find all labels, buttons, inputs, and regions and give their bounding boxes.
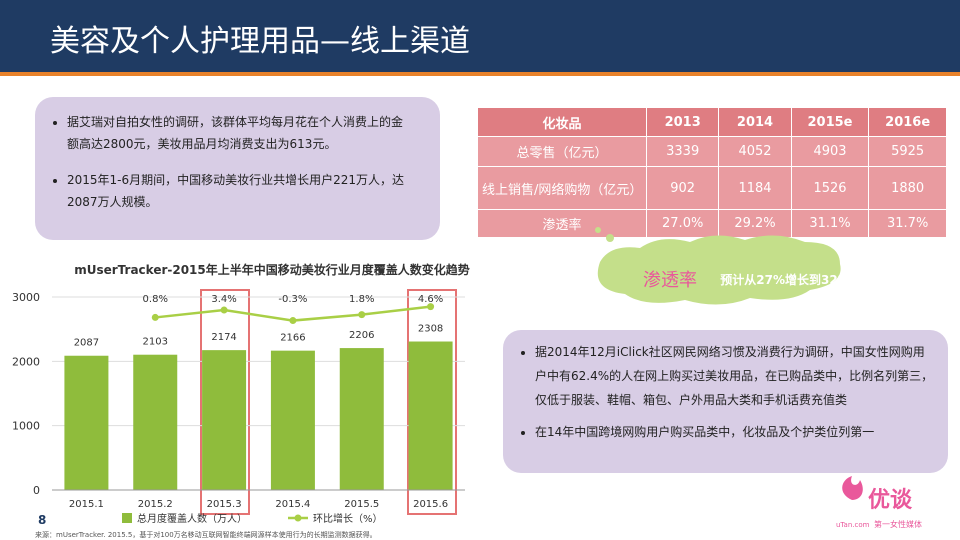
logo-slogan: 第一女性媒体 [874,519,922,529]
bar [408,341,453,490]
highlight [200,289,250,515]
cloud-text: 预计从27%增长到32% [720,272,849,287]
bullet: 据艾瑞对自拍女性的调研，该群体平均每月花在个人消费上的金额高达2800元，美妆用… [67,111,410,155]
x-tick-label: 2015.4 [275,499,310,510]
legend-swatch [122,513,132,523]
x-tick-label: 2015.2 [138,499,173,510]
x-tick-label: 2015.5 [344,499,379,510]
value-label: 4.6% [418,294,443,305]
cell: 线上销售/网络购物（亿元） [477,166,647,210]
legend-swatch [294,514,302,522]
value-label: 2166 [280,333,305,344]
highlight [407,289,457,515]
logo-icon [842,476,863,500]
cloud-dot [595,227,601,233]
legend-label: 总月度覆盖人数（万人） [137,512,247,525]
page-number: 8 [38,513,46,527]
header-cell: 2015e [790,107,870,137]
bar [202,350,247,490]
line-point [358,311,366,319]
cell: 1526 [790,166,870,210]
chart-title: mUserTracker-2015年上半年中国移动美妆行业月度覆盖人数变化趋势 [74,262,470,277]
title: 美容及个人护理用品—线上渠道 [50,24,470,59]
bullet: 2015年1-6月期间，中国移动美妆行业共增长用户221万人，达2087万人规模… [67,169,410,213]
bullet: 据2014年12月iClick社区网民网络习惯及消费行为调研，中国女性网购用户中… [535,340,934,412]
header: 美容及个人护理用品—线上渠道 [0,0,960,76]
cell: 902 [645,166,720,210]
y-tick-label: 1000 [12,420,40,433]
bullet: 在14年中国跨境网购用户购买品类中，化妆品及个护类位列第一 [535,420,934,444]
logo-name: 优谈 [868,487,913,513]
value-label: -0.3% [278,294,307,305]
value-label: 1.8% [349,294,374,305]
line-point [427,303,435,311]
logo-domain: uTan.com [836,521,870,529]
cloud [597,235,841,305]
cell: 4052 [718,136,792,167]
cloud-dot [606,234,614,242]
bar [64,355,109,490]
cell: 5925 [868,136,947,167]
x-tick-label: 2015.3 [207,499,242,510]
bar [133,354,178,490]
cell: 总零售（亿元） [477,136,647,167]
bar [339,348,384,490]
value-label: 3.4% [211,294,236,305]
cell: 31.1% [790,209,870,238]
header-cell: 2016e [868,107,947,137]
cloud-label: 渗透率 [643,270,697,291]
line-point [151,313,159,321]
x-tick-label: 2015.1 [69,499,104,510]
cell: 1184 [718,166,792,210]
line-point [289,317,297,325]
y-tick-label: 0 [33,484,40,497]
line-point [220,306,228,314]
header-cell: 2013 [645,107,720,137]
source: 来源：mUserTracker. 2015.5，基于对100万名移动互联网智能终… [35,530,377,539]
value-label: 2308 [418,324,443,335]
cell: 1880 [868,166,947,210]
table-wrap: 化妆品 2013 2014 2015e 2016e 总零售（亿元） 3339 4052 4903… [477,107,947,277]
value-label: 2103 [143,337,168,348]
x-tick-label: 2015.6 [413,499,448,510]
table-row: 线上销售/网络购物（亿元） 902 1184 1526 1880 [477,166,947,210]
cell: 渗透率 [477,209,647,238]
table: 化妆品 2013 2014 2015e 2016e 总零售（亿元） 3339 4052 4903… [477,107,947,238]
value-label: 2206 [349,330,374,341]
cell: 31.7% [868,209,947,238]
y-tick-label: 3000 [12,291,40,304]
bar [270,350,315,490]
legend-label: 环比增长（%） [313,512,383,525]
table-row: 渗透率 27.0% 29.2% 31.1% 31.7% [477,209,947,238]
y-tick-label: 2000 [12,355,40,368]
value-label: 2174 [211,332,236,343]
text-box: 据2014年12月iClick社区网民网络习惯及消费行为调研，中国女性网购用户中… [503,330,948,473]
cell: 27.0% [645,209,720,238]
value-label: 0.8% [143,294,168,305]
text-box: 据艾瑞对自拍女性的调研，该群体平均每月花在个人消费上的金额高达2800元，美妆用… [35,97,440,240]
cell: 29.2% [718,209,792,238]
value-label: 2087 [74,338,99,349]
